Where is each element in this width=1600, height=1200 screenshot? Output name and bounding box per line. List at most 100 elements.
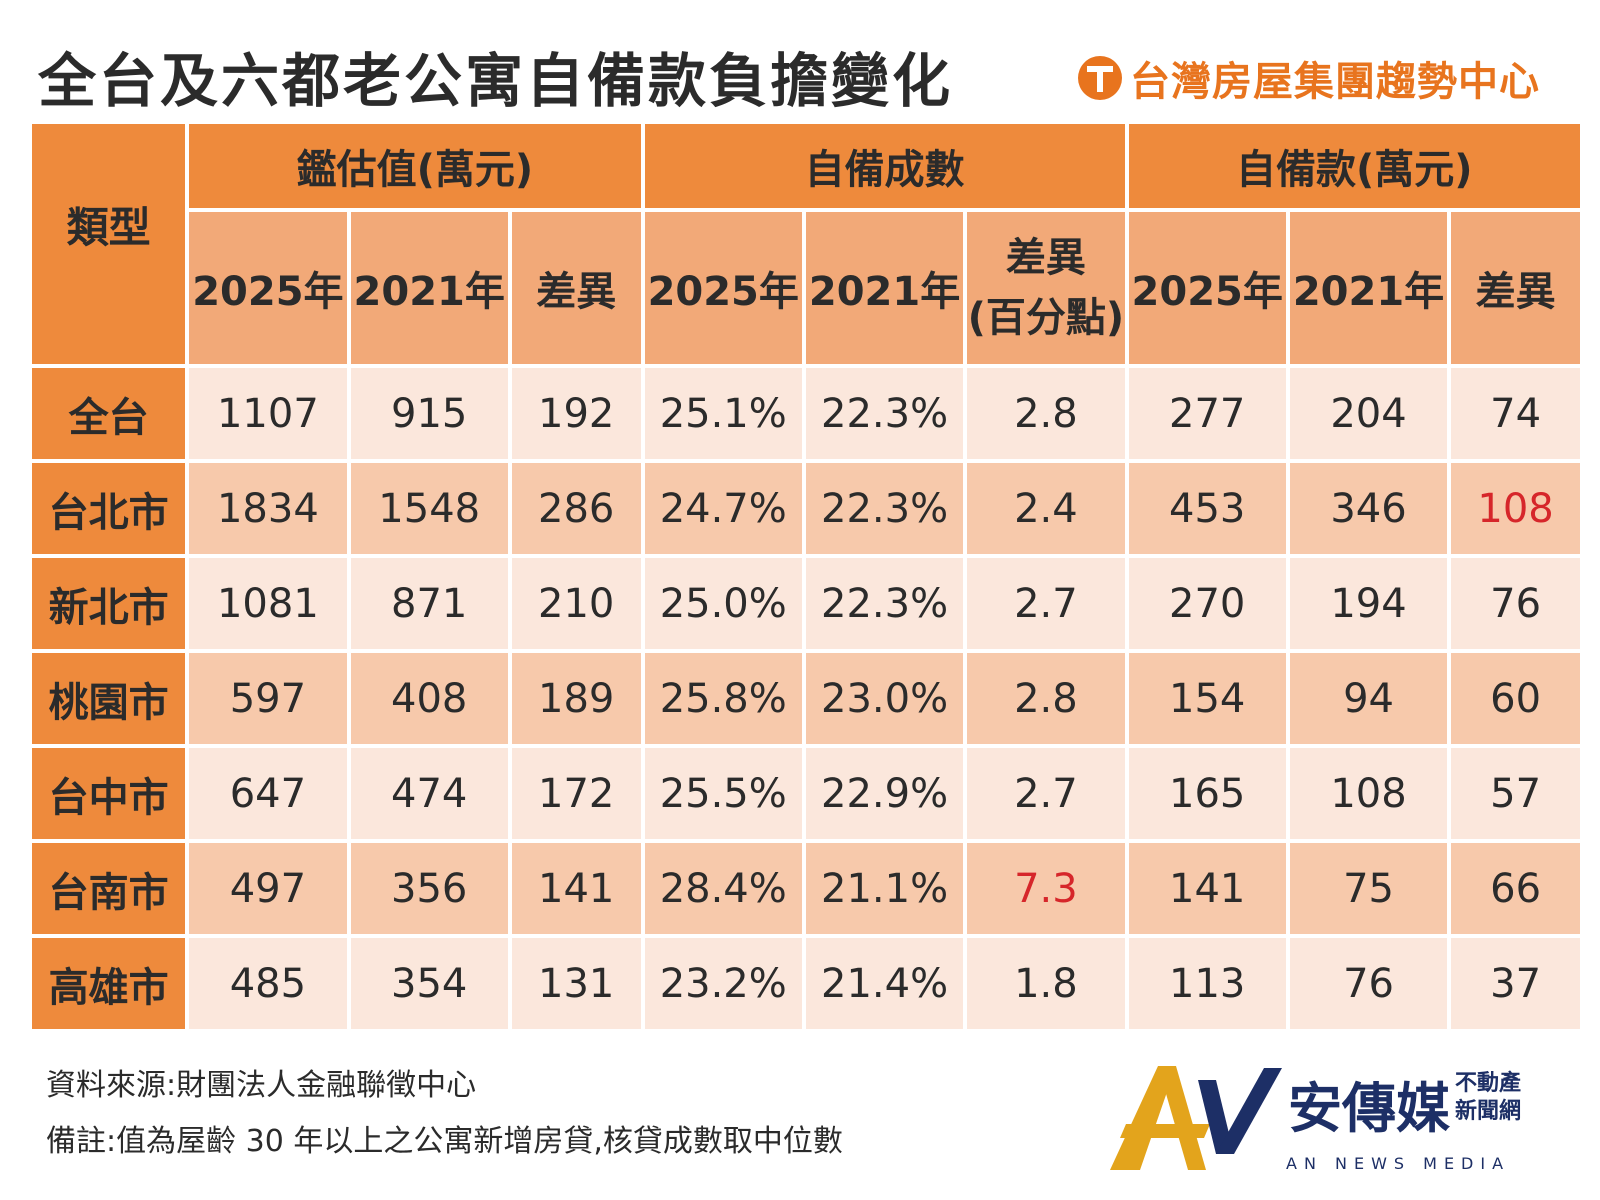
cell-ratio-2021: 23.0%	[805, 653, 964, 744]
cell-ratio-diff: 1.8	[967, 938, 1125, 1029]
cell-payment-2021: 204	[1289, 368, 1448, 459]
media-an-logo-icon	[1110, 1066, 1282, 1170]
cell-valuation-2021: 356	[350, 843, 508, 934]
cell-valuation-diff: 210	[511, 558, 641, 649]
column-header-valuation-diff: 差異	[511, 212, 641, 364]
row-label: 高雄市	[32, 938, 186, 1029]
table-row: 全台 1107 915 192 25.1% 22.3% 2.8 277 204 74	[32, 368, 1580, 459]
cell-payment-2021: 194	[1289, 558, 1448, 649]
media-english-name: AN NEWS MEDIA	[1286, 1154, 1511, 1173]
remark-note: 備註:值為屋齡 30 年以上之公寓新增房貸,核貸成數取中位數	[46, 1124, 843, 1159]
row-label: 台中市	[32, 748, 186, 839]
cell-payment-2021: 346	[1289, 463, 1448, 554]
cell-ratio-2021: 22.3%	[805, 463, 964, 554]
row-label: 台南市	[32, 843, 186, 934]
cell-valuation-2025: 647	[189, 748, 347, 839]
cell-payment-2021: 76	[1289, 938, 1448, 1029]
column-header-ratio-2021: 2021年	[805, 212, 964, 364]
media-subtitle-line2: 新聞網	[1455, 1099, 1522, 1124]
column-header-ratio-diff: 差異 (百分點)	[967, 212, 1125, 364]
brand-logo-group: 台灣房屋集團趨勢中心	[1078, 50, 1540, 106]
cell-ratio-2021: 21.4%	[805, 938, 964, 1029]
cell-valuation-2025: 1107	[189, 368, 347, 459]
cell-ratio-diff: 2.7	[967, 558, 1125, 649]
cell-payment-diff: 66	[1451, 843, 1580, 934]
cell-valuation-2025: 1081	[189, 558, 347, 649]
row-label: 台北市	[32, 463, 186, 554]
data-table: 類型 鑑估值(萬元) 自備成數 自備款(萬元) 2025年 2021年 差異 2…	[28, 120, 1584, 1033]
cell-ratio-2025: 25.8%	[644, 653, 802, 744]
cell-valuation-diff: 172	[511, 748, 641, 839]
cell-ratio-2021: 22.3%	[805, 368, 964, 459]
column-header-ratio-diff-line1: 差異	[1005, 235, 1086, 281]
table-body: 全台 1107 915 192 25.1% 22.3% 2.8 277 204 74 台北市 1834…	[32, 368, 1580, 1029]
cell-valuation-diff: 131	[511, 938, 641, 1029]
cell-payment-diff: 57	[1451, 748, 1580, 839]
cell-payment-2025: 270	[1128, 558, 1286, 649]
cell-payment-diff: 37	[1451, 938, 1580, 1029]
column-header-valuation-2021: 2021年	[350, 212, 508, 364]
cell-ratio-2025: 25.1%	[644, 368, 802, 459]
cell-valuation-2025: 485	[189, 938, 347, 1029]
cell-ratio-2021: 22.3%	[805, 558, 964, 649]
cell-payment-2025: 453	[1128, 463, 1286, 554]
cell-ratio-2025: 28.4%	[644, 843, 802, 934]
brand-t-icon	[1078, 56, 1122, 100]
column-header-payment-2025: 2025年	[1128, 212, 1286, 364]
group-header-down-payment-ratio: 自備成數	[644, 124, 1125, 208]
cell-valuation-2021: 871	[350, 558, 508, 649]
cell-valuation-diff: 141	[511, 843, 641, 934]
cell-valuation-2025: 497	[189, 843, 347, 934]
cell-payment-diff: 108	[1451, 463, 1580, 554]
row-label: 全台	[32, 368, 186, 459]
cell-payment-2025: 165	[1128, 748, 1286, 839]
cell-payment-2025: 113	[1128, 938, 1286, 1029]
cell-ratio-2021: 22.9%	[805, 748, 964, 839]
cell-valuation-2021: 474	[350, 748, 508, 839]
column-header-payment-2021: 2021年	[1289, 212, 1448, 364]
cell-valuation-diff: 189	[511, 653, 641, 744]
table-row: 台中市 647 474 172 25.5% 22.9% 2.7 165 108 57	[32, 748, 1580, 839]
cell-ratio-2025: 24.7%	[644, 463, 802, 554]
cell-valuation-2025: 1834	[189, 463, 347, 554]
row-header: 類型	[32, 124, 186, 364]
row-label: 桃園市	[32, 653, 186, 744]
table-row: 高雄市 485 354 131 23.2% 21.4% 1.8 113 76 37	[32, 938, 1580, 1029]
media-logo-group: 安傳媒 不動產 新聞網 AN NEWS MEDIA	[1110, 1058, 1570, 1188]
cell-payment-diff: 60	[1451, 653, 1580, 744]
cell-payment-2025: 154	[1128, 653, 1286, 744]
cell-valuation-2021: 1548	[350, 463, 508, 554]
media-name: 安傳媒	[1288, 1077, 1450, 1140]
table-row: 桃園市 597 408 189 25.8% 23.0% 2.8 154 94 60	[32, 653, 1580, 744]
notes: 資料來源:財團法人金融聯徵中心 備註:值為屋齡 30 年以上之公寓新增房貸,核貸…	[46, 1058, 843, 1170]
media-subtitle: 不動產 新聞網	[1455, 1070, 1521, 1126]
column-header-valuation-2025: 2025年	[189, 212, 347, 364]
cell-payment-2025: 277	[1128, 368, 1286, 459]
cell-valuation-diff: 286	[511, 463, 641, 554]
cell-payment-diff: 76	[1451, 558, 1580, 649]
cell-payment-2021: 75	[1289, 843, 1448, 934]
cell-ratio-diff: 2.4	[967, 463, 1125, 554]
cell-valuation-2021: 354	[350, 938, 508, 1029]
page-title: 全台及六都老公寓自備款負擔變化	[38, 47, 954, 115]
group-header-valuation: 鑑估值(萬元)	[189, 124, 641, 208]
cell-valuation-2021: 915	[350, 368, 508, 459]
cell-valuation-2025: 597	[189, 653, 347, 744]
media-subtitle-line1: 不動產	[1455, 1071, 1522, 1096]
table-row: 台南市 497 356 141 28.4% 21.1% 7.3 141 75 66	[32, 843, 1580, 934]
cell-ratio-2021: 21.1%	[805, 843, 964, 934]
cell-ratio-diff: 7.3	[967, 843, 1125, 934]
cell-ratio-diff: 2.7	[967, 748, 1125, 839]
table-row: 新北市 1081 871 210 25.0% 22.3% 2.7 270 194 76	[32, 558, 1580, 649]
cell-ratio-2025: 25.5%	[644, 748, 802, 839]
column-header-ratio-2025: 2025年	[644, 212, 802, 364]
cell-valuation-diff: 192	[511, 368, 641, 459]
group-header-down-payment: 自備款(萬元)	[1128, 124, 1580, 208]
column-header-payment-diff: 差異	[1451, 212, 1580, 364]
cell-valuation-2021: 408	[350, 653, 508, 744]
source-note: 資料來源:財團法人金融聯徵中心	[46, 1068, 477, 1103]
table-row: 台北市 1834 1548 286 24.7% 22.3% 2.4 453 346 108	[32, 463, 1580, 554]
cell-ratio-2025: 25.0%	[644, 558, 802, 649]
column-header-ratio-diff-line2: (百分點)	[967, 295, 1125, 341]
cell-payment-2025: 141	[1128, 843, 1286, 934]
